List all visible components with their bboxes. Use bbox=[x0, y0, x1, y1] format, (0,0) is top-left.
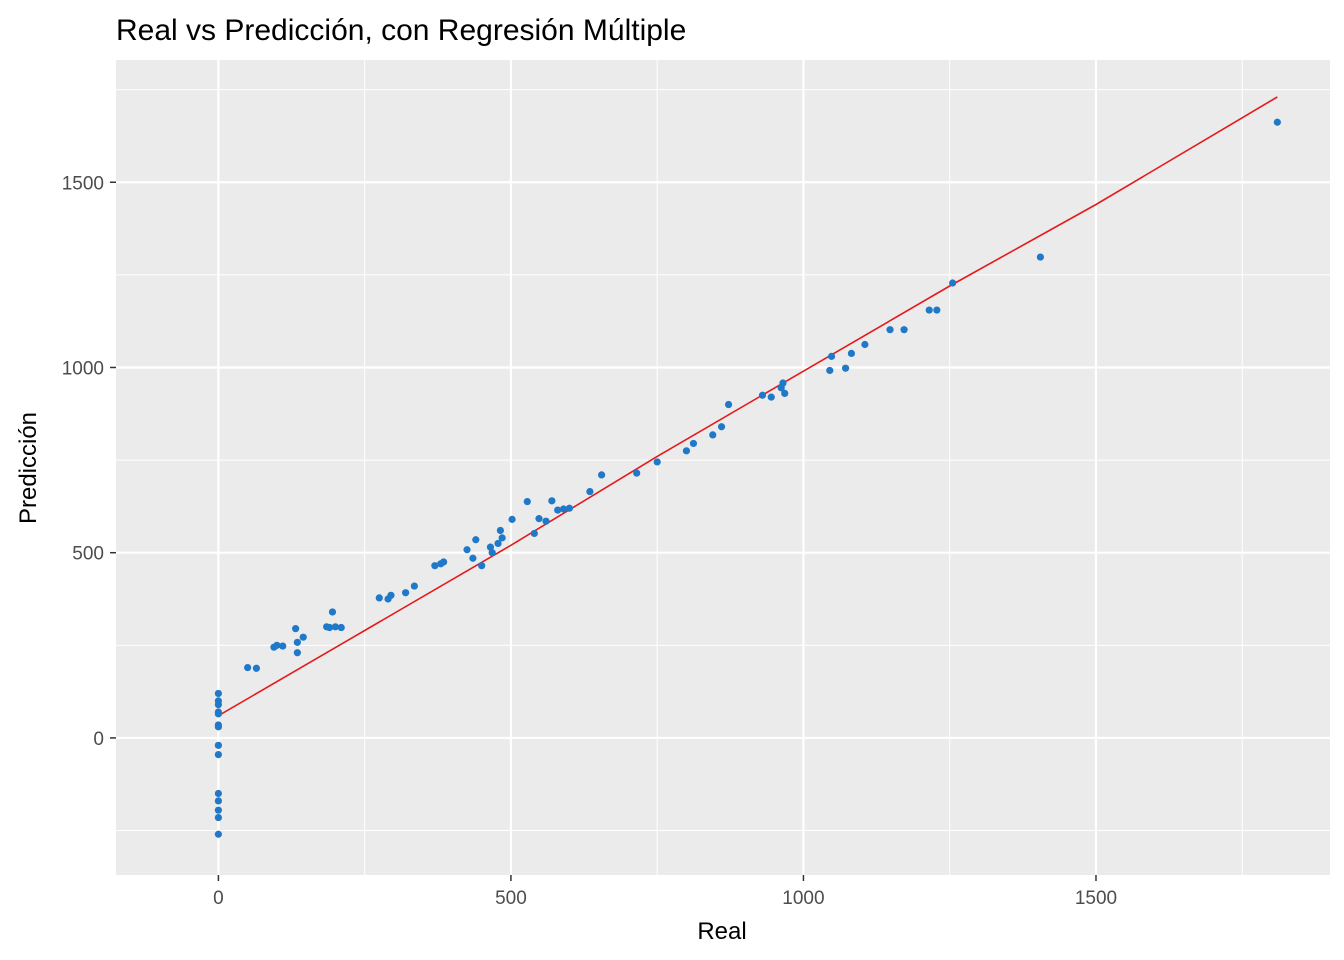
data-point bbox=[337, 623, 345, 632]
data-point bbox=[252, 664, 261, 672]
data-point bbox=[717, 423, 726, 431]
data-point bbox=[779, 379, 787, 387]
data-point bbox=[565, 504, 574, 512]
x-tick-label: 0 bbox=[213, 888, 224, 909]
y-tick-label: 500 bbox=[72, 544, 104, 565]
data-point bbox=[244, 663, 252, 672]
data-point bbox=[900, 326, 908, 334]
data-point bbox=[488, 549, 496, 557]
x-tick-label: 1000 bbox=[782, 888, 824, 909]
minor-gridlines bbox=[116, 60, 1330, 875]
data-point bbox=[214, 751, 222, 759]
data-point bbox=[758, 391, 767, 399]
data-point bbox=[548, 497, 556, 505]
data-point bbox=[214, 741, 222, 749]
x-tick-label: 500 bbox=[495, 888, 527, 909]
x-tick-label: 1500 bbox=[1075, 888, 1117, 909]
data-point bbox=[827, 352, 836, 360]
data-point bbox=[299, 633, 307, 641]
data-point bbox=[530, 529, 538, 538]
data-point bbox=[498, 534, 506, 542]
data-point bbox=[214, 723, 222, 731]
data-point bbox=[886, 326, 894, 334]
data-point bbox=[214, 806, 222, 814]
data-point bbox=[331, 623, 339, 631]
plot-panel bbox=[116, 60, 1330, 875]
x-axis-title: Real bbox=[697, 918, 746, 945]
data-point bbox=[841, 364, 850, 372]
y-axis: 0 500 1000 1500 bbox=[62, 173, 116, 750]
data-point bbox=[375, 594, 383, 602]
data-point bbox=[402, 589, 410, 597]
data-point bbox=[214, 830, 222, 838]
data-point bbox=[214, 813, 222, 822]
data-point bbox=[925, 306, 933, 314]
data-point bbox=[292, 625, 300, 633]
data-point bbox=[387, 591, 395, 599]
data-point bbox=[586, 487, 594, 496]
regression-line-layer bbox=[217, 96, 1278, 717]
data-point bbox=[214, 689, 222, 698]
data-point bbox=[633, 469, 641, 477]
data-point bbox=[724, 400, 733, 409]
data-point bbox=[689, 439, 698, 448]
chart-title: Real vs Predicción, con Regresión Múltip… bbox=[116, 14, 686, 47]
data-point bbox=[523, 497, 531, 506]
data-point bbox=[949, 279, 957, 287]
data-point bbox=[279, 642, 287, 650]
y-tick-label: 1000 bbox=[62, 358, 104, 379]
data-point bbox=[469, 554, 477, 562]
data-point bbox=[472, 536, 480, 544]
data-point bbox=[214, 710, 222, 718]
data-point bbox=[273, 641, 281, 649]
data-point bbox=[709, 431, 717, 439]
data-point bbox=[826, 366, 834, 375]
data-point bbox=[559, 505, 568, 513]
y-tick-label: 1500 bbox=[62, 173, 104, 194]
data-point bbox=[293, 649, 301, 657]
y-axis-title: Predicción bbox=[15, 412, 42, 524]
y-tick-label: 0 bbox=[93, 729, 104, 750]
data-point bbox=[494, 539, 502, 548]
data-point bbox=[214, 789, 222, 798]
data-points bbox=[214, 118, 1281, 838]
data-point bbox=[410, 582, 418, 590]
data-point bbox=[214, 797, 222, 805]
data-point bbox=[440, 558, 448, 566]
data-point bbox=[682, 447, 691, 455]
data-point bbox=[293, 638, 301, 646]
data-point bbox=[486, 543, 495, 551]
data-point bbox=[1273, 118, 1281, 126]
data-point bbox=[767, 393, 775, 401]
data-point bbox=[535, 515, 543, 523]
data-point bbox=[496, 526, 504, 535]
data-point bbox=[328, 608, 337, 616]
data-point bbox=[781, 389, 789, 398]
x-axis: 0 500 1000 1500 bbox=[213, 875, 1117, 909]
major-gridlines bbox=[116, 60, 1330, 875]
regression-line bbox=[217, 96, 1278, 717]
data-point bbox=[431, 562, 439, 570]
data-point bbox=[1036, 253, 1044, 261]
data-point bbox=[598, 471, 606, 479]
data-point bbox=[554, 506, 562, 514]
data-point bbox=[478, 562, 486, 570]
data-point bbox=[214, 700, 222, 709]
data-point bbox=[933, 306, 941, 314]
data-point bbox=[653, 458, 661, 466]
data-point bbox=[463, 546, 471, 554]
data-point bbox=[847, 349, 856, 357]
data-point bbox=[508, 515, 516, 523]
data-point bbox=[861, 340, 869, 349]
data-point bbox=[325, 623, 334, 632]
data-point bbox=[542, 517, 550, 525]
